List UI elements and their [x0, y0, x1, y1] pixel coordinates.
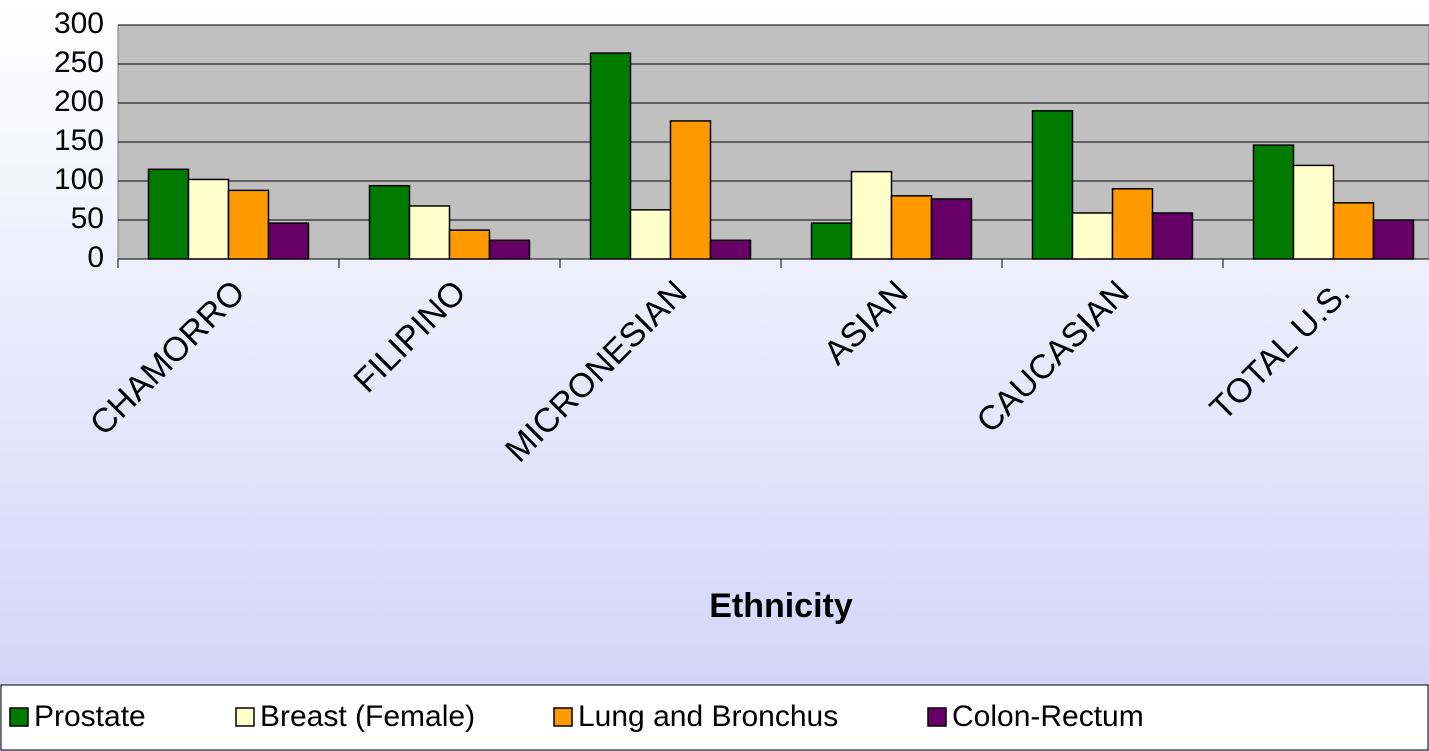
legend-swatch — [927, 707, 947, 727]
legend-swatch — [9, 707, 29, 727]
y-tick-label: 250 — [54, 46, 104, 79]
y-tick-label: 50 — [71, 202, 104, 235]
bar — [890, 195, 933, 260]
y-tick-label: 300 — [54, 7, 104, 40]
bar — [669, 120, 712, 260]
bar — [1332, 202, 1375, 260]
legend-label: Colon-Rectum — [952, 700, 1144, 733]
bar — [448, 229, 491, 260]
bar — [147, 168, 190, 260]
legend-label: Breast (Female) — [260, 700, 475, 733]
bar — [1292, 164, 1335, 260]
bar — [930, 198, 973, 260]
bar — [1111, 188, 1154, 260]
bar — [187, 178, 230, 260]
bar — [1031, 110, 1074, 260]
bar — [850, 170, 893, 260]
bar — [1071, 212, 1114, 260]
bar — [368, 184, 411, 260]
bar — [1252, 144, 1295, 260]
x-axis-label: Ethnicity — [709, 587, 853, 625]
bar — [408, 205, 451, 260]
bar — [709, 239, 752, 260]
legend-label: Prostate — [34, 700, 146, 733]
bar — [1372, 219, 1415, 260]
bar — [810, 222, 853, 260]
legend-swatch — [235, 707, 255, 727]
bar — [488, 239, 531, 260]
legend-label: Lung and Bronchus — [578, 700, 838, 733]
legend-box — [0, 684, 1429, 751]
bar — [267, 222, 310, 260]
legend-swatch — [553, 707, 573, 727]
y-tick-label: 200 — [54, 85, 104, 118]
bar — [1151, 212, 1194, 260]
bar — [589, 52, 632, 260]
y-tick-label: 0 — [87, 241, 104, 274]
y-tick-label: 100 — [54, 163, 104, 196]
bar — [629, 209, 672, 260]
y-tick-label: 150 — [54, 124, 104, 157]
bar — [227, 189, 270, 260]
